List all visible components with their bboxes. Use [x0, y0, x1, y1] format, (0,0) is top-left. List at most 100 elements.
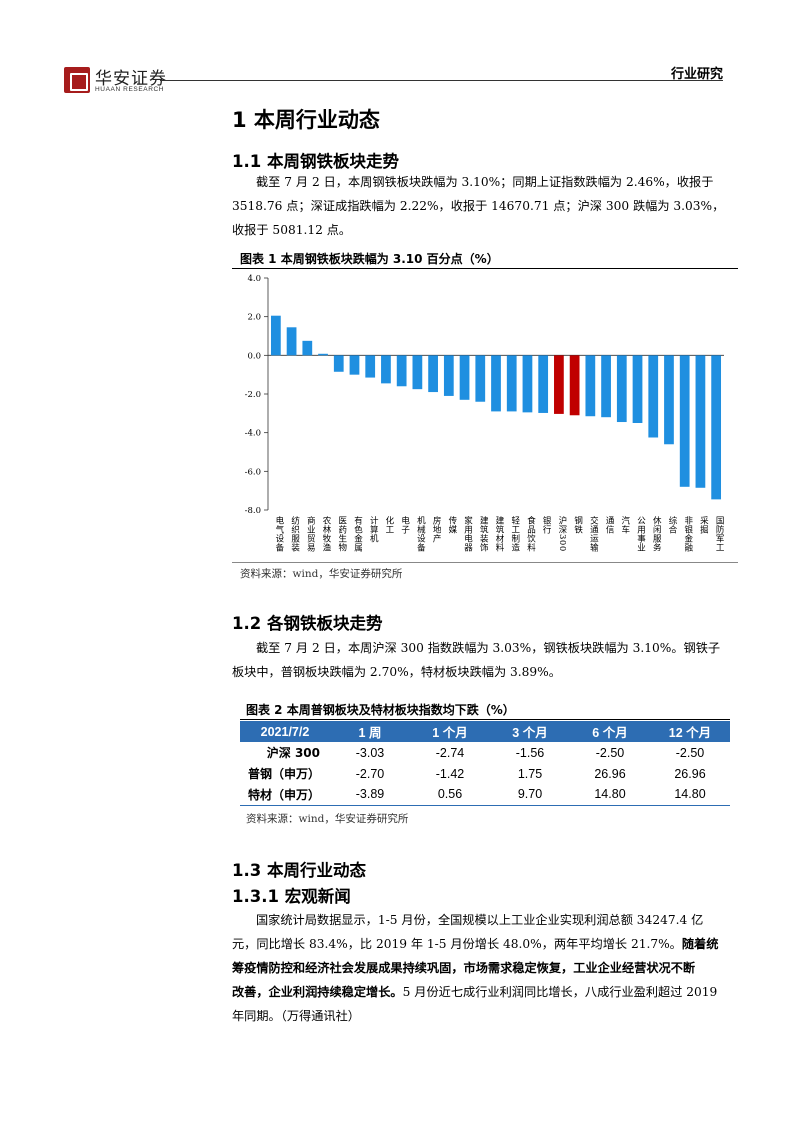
- bar-18: [538, 355, 549, 413]
- para-line: 截至 7 月 2 日，本周沪深 300 指数跌幅为 3.03%，钢铁板块跌幅为 …: [256, 641, 721, 655]
- bar-14: [475, 355, 486, 402]
- x-tick-label: 银行: [541, 515, 551, 534]
- bar-2: [286, 327, 297, 356]
- section-1-3-1-heading: 1.3.1 宏观新闻: [232, 887, 351, 906]
- bar-21: [585, 355, 596, 417]
- y-tick-label: -2.0: [245, 390, 261, 400]
- table-header-cell: 3 个月: [490, 721, 570, 742]
- x-tick-label: 轻工制造: [510, 515, 520, 552]
- section-1-1-paragraph: 截至 7 月 2 日，本周钢铁板块跌幅为 3.10%；同期上证指数跌幅为 2.4…: [232, 170, 738, 242]
- figure-2-table: 2021/7/2 1 周 1 个月 3 个月 6 个月 12 个月 沪深 300…: [240, 721, 730, 806]
- table-cell: -2.50: [675, 745, 705, 760]
- figure-1-top-rule: [232, 268, 738, 269]
- table-row: 普钢（申万） -2.70 -1.42 1.75 26.96 26.96: [240, 763, 730, 784]
- para-emphasis: 随着统: [681, 937, 719, 951]
- bar-9: [396, 355, 407, 387]
- table-row-label: 特材（申万）: [240, 784, 330, 806]
- x-tick-label: 商业贸易: [305, 515, 315, 552]
- bar-22: [601, 355, 611, 418]
- y-tick-label: 4.0: [247, 274, 261, 284]
- figure-2-source: 资料来源：wind，华安证券研究所: [246, 813, 409, 825]
- bar-5: [333, 355, 344, 372]
- figure-2-top-rule: [240, 719, 730, 720]
- logo-text: 华安证券: [95, 69, 167, 89]
- bar-20: [569, 355, 580, 416]
- table-cell: 0.56: [410, 784, 490, 806]
- bar-28: [695, 355, 706, 488]
- y-tick-label: -6.0: [245, 467, 261, 477]
- para-line: 3518.76 点；深证成指跌幅为 2.22%，收报于 14670.71 点；沪…: [232, 199, 725, 213]
- section-1-heading: 1 本周行业动态: [232, 108, 380, 132]
- para-line: 板块中，普钢板块跌幅为 2.70%，特材板块跌幅为 3.89%。: [232, 665, 561, 679]
- x-tick-label: 食品饮料: [525, 515, 535, 552]
- table-row: 沪深 300 -3.03 -2.74 -1.56 -2.50 -2.50: [240, 742, 730, 763]
- table-row-label: 沪深 300: [266, 746, 320, 760]
- x-tick-label: 休闲服务: [651, 515, 661, 552]
- figure-1-source: 资料来源：wind，华安证券研究所: [240, 568, 403, 580]
- bar-7: [365, 355, 376, 378]
- x-tick-label: 钢铁: [573, 515, 583, 534]
- section-1-1-heading: 1.1 本周钢铁板块走势: [232, 152, 399, 171]
- x-tick-label: 计算机: [368, 515, 378, 543]
- section-1-3-heading: 1.3 本周行业动态: [232, 861, 366, 880]
- x-tick-label: 化工: [384, 515, 394, 534]
- x-tick-label: 沪深300: [557, 515, 567, 551]
- table-row-label: 普钢（申万）: [247, 767, 320, 781]
- section-1-2-paragraph: 截至 7 月 2 日，本周沪深 300 指数跌幅为 3.03%，钢铁板块跌幅为 …: [232, 636, 738, 684]
- figure-1-bottom-rule: [232, 562, 738, 563]
- x-tick-label: 医药生物: [337, 516, 347, 552]
- figure-2-title: 图表 2 本周普钢板块及特材板块指数均下跌（%）: [246, 703, 515, 717]
- y-tick-label: 2.0: [247, 313, 261, 323]
- header-rule: [160, 80, 723, 81]
- section-1-3-1-paragraph: 国家统计局数据显示，1-5 月份，全国规模以上工业企业实现利润总额 34247.…: [232, 908, 738, 1028]
- x-tick-label: 电子: [400, 515, 410, 534]
- bar-24: [632, 355, 643, 423]
- para-line: 国家统计局数据显示，1-5 月份，全国规模以上工业企业实现利润总额 34247.…: [256, 913, 704, 927]
- x-tick-label: 通信: [604, 515, 614, 534]
- x-tick-label: 非银金融: [683, 515, 693, 552]
- x-tick-label: 国防军工: [714, 516, 724, 552]
- table-row: 特材（申万） -3.89 0.56 9.70 14.80 14.80: [240, 784, 730, 806]
- bar-10: [412, 355, 423, 390]
- x-tick-label: 建筑装饰: [478, 515, 488, 552]
- bar-29: [711, 355, 722, 500]
- table-cell: -3.03: [355, 745, 385, 760]
- x-tick-label: 纺织服装: [290, 515, 300, 552]
- figure-1-bar-chart: 4.0 2.0 0.0 -2.0 -4.0 -6.0 -8.0 电气设备 纺织服装 商业贸易 农林牧…: [245, 274, 725, 552]
- table-header-cell: 1 周: [330, 721, 410, 742]
- bar-17: [522, 355, 533, 413]
- bar-8: [381, 355, 391, 384]
- table-cell: -1.42: [435, 766, 465, 781]
- bar-15: [491, 355, 501, 412]
- bar-16: [506, 355, 517, 412]
- table-cell: -2.70: [355, 766, 385, 781]
- report-category: 行业研究: [670, 67, 723, 82]
- bar-25: [648, 355, 659, 438]
- bar-26: [664, 355, 674, 445]
- table-cell: 26.96: [674, 766, 706, 781]
- bar-4: [318, 353, 328, 356]
- table-header-cell: 12 个月: [650, 721, 730, 742]
- para-line: 元，同比增长 83.4%，比 2019 年 1-5 月份增长 48.0%，两年平…: [232, 937, 682, 951]
- table-cell: 26.96: [594, 766, 626, 781]
- table-header-cell: 1 个月: [410, 721, 490, 742]
- para-line: 截至 7 月 2 日，本周钢铁板块跌幅为 3.10%；同期上证指数跌幅为 2.4…: [256, 175, 714, 189]
- table-header-cell: 2021/7/2: [240, 721, 330, 742]
- x-tick-label: 综合: [667, 515, 677, 534]
- table-cell: -3.89: [330, 784, 410, 806]
- para-line: 年同期。（万得通讯社）: [232, 1009, 360, 1023]
- x-tick-label: 传媒: [447, 515, 457, 534]
- bar-3: [302, 340, 313, 356]
- bar-19: [554, 355, 564, 414]
- para-line: 收报于 5081.12 点。: [232, 223, 352, 237]
- y-tick-label: -4.0: [245, 429, 261, 439]
- bar-23: [616, 355, 627, 423]
- bar-27: [679, 355, 690, 487]
- y-tick-label: -8.0: [245, 506, 261, 516]
- para-emphasis: 筹疫情防控和经济社会发展成果持续巩固，市场需求稳定恢复，工业企业经营状况不断: [232, 961, 696, 975]
- bar-11: [428, 355, 438, 393]
- company-logo-icon: [64, 67, 90, 93]
- x-tick-label: 家用电器: [463, 515, 473, 552]
- x-tick-label: 采掘: [698, 515, 708, 534]
- x-tick-label: 电气设备: [274, 515, 284, 552]
